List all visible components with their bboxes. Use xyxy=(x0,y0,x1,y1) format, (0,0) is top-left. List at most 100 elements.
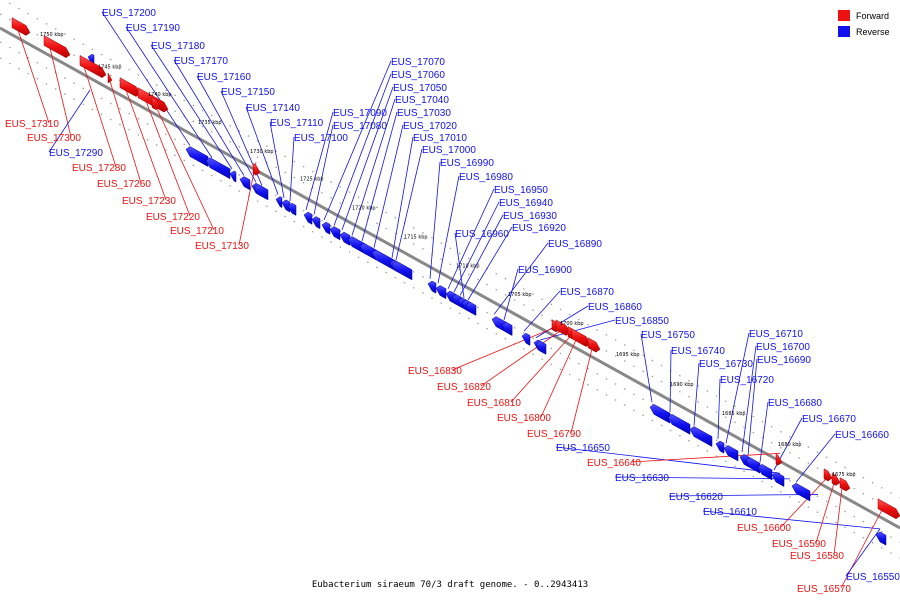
gene-arrow[interactable] xyxy=(689,426,713,447)
gene-label[interactable]: EUS_17290 xyxy=(49,148,103,159)
gene-arrow[interactable] xyxy=(875,531,887,546)
gene-arrow[interactable] xyxy=(771,471,785,487)
gene-arrow[interactable] xyxy=(535,340,547,355)
gene-label[interactable]: EUS_16590 xyxy=(772,539,826,550)
gene-arrow[interactable] xyxy=(11,17,31,36)
gene-label[interactable]: EUS_17180 xyxy=(151,41,205,52)
gene-arrow[interactable] xyxy=(791,482,811,502)
gene-arrow[interactable] xyxy=(823,468,833,482)
gene-label[interactable]: EUS_16720 xyxy=(720,375,774,386)
gene-label[interactable]: EUS_16610 xyxy=(703,507,757,518)
gene-label[interactable]: EUS_17260 xyxy=(97,179,151,190)
gene-label[interactable]: EUS_16890 xyxy=(548,239,602,250)
gene-label[interactable]: EUS_17080 xyxy=(333,121,387,132)
gene-arrow[interactable] xyxy=(435,285,447,300)
gene-label[interactable]: EUS_16930 xyxy=(503,211,557,222)
gene-label[interactable]: EUS_17130 xyxy=(195,241,249,252)
gene-arrow[interactable] xyxy=(723,445,739,462)
gene-label[interactable]: EUS_17050 xyxy=(393,83,447,94)
gene-label[interactable]: EUS_16980 xyxy=(459,172,513,183)
gene-label[interactable]: EUS_16730 xyxy=(699,359,753,370)
gene-label[interactable]: EUS_17230 xyxy=(122,196,176,207)
gene-label[interactable]: EUS_16660 xyxy=(835,430,889,441)
gene-label[interactable]: EUS_16650 xyxy=(556,443,610,454)
gene-arrow[interactable] xyxy=(151,97,161,110)
gene-label[interactable]: EUS_16600 xyxy=(737,523,791,534)
gene-label[interactable]: EUS_17220 xyxy=(146,212,200,223)
gene-label[interactable]: EUS_16580 xyxy=(790,551,844,562)
gene-label[interactable]: EUS_17200 xyxy=(102,8,156,19)
gene-arrow[interactable] xyxy=(311,216,321,230)
gene-label[interactable]: EUS_17000 xyxy=(422,145,476,156)
gene-label[interactable]: EUS_16820 xyxy=(437,382,491,393)
gene-arrow[interactable] xyxy=(521,332,531,346)
gene-label[interactable]: EUS_17010 xyxy=(413,133,467,144)
gene-arrow[interactable] xyxy=(79,55,107,78)
gene-label[interactable]: EUS_17160 xyxy=(197,72,251,83)
gene-arrow[interactable] xyxy=(501,321,513,336)
gene-label[interactable]: EUS_17100 xyxy=(294,133,348,144)
gene-label[interactable]: EUS_16870 xyxy=(560,287,614,298)
gene-label[interactable]: EUS_17190 xyxy=(126,23,180,34)
gene-label[interactable]: EUS_16630 xyxy=(615,473,669,484)
gene-arrow[interactable] xyxy=(321,221,331,235)
gene-label[interactable]: EUS_16860 xyxy=(588,302,642,313)
gene-label[interactable]: EUS_16850 xyxy=(615,316,669,327)
gene-label[interactable]: EUS_17280 xyxy=(72,163,126,174)
gene-label[interactable]: EUS_16990 xyxy=(440,158,494,169)
gene-arrow[interactable] xyxy=(831,472,841,486)
gene-arrow[interactable] xyxy=(119,77,141,97)
gene-label[interactable]: EUS_16620 xyxy=(669,492,723,503)
gene-label[interactable]: EUS_16750 xyxy=(641,330,695,341)
gene-label[interactable]: EUS_16960 xyxy=(455,229,509,240)
gene-label[interactable]: EUS_17150 xyxy=(221,87,275,98)
gene-label[interactable]: EUS_16640 xyxy=(587,458,641,469)
gene-arrow[interactable] xyxy=(185,146,209,167)
gene-arrow[interactable] xyxy=(715,440,725,454)
gene-arrow[interactable] xyxy=(43,35,71,58)
gene-arrow[interactable] xyxy=(275,196,283,209)
gene-arrow[interactable] xyxy=(303,211,313,225)
gene-arrow[interactable] xyxy=(465,301,477,316)
gene-label[interactable]: EUS_17030 xyxy=(397,108,451,119)
gene-arrow[interactable] xyxy=(371,249,397,272)
gene-label[interactable]: EUS_16670 xyxy=(802,414,856,425)
gene-arrow[interactable] xyxy=(229,170,237,183)
gene-arrow[interactable] xyxy=(252,163,261,176)
gene-label[interactable]: EUS_17020 xyxy=(403,121,457,132)
gene-label[interactable]: EUS_16700 xyxy=(756,342,810,353)
gene-label[interactable]: EUS_17060 xyxy=(391,70,445,81)
gene-label[interactable]: EUS_17110 xyxy=(270,118,324,129)
gene-label[interactable]: EUS_16710 xyxy=(749,329,803,340)
gene-label[interactable]: EUS_16680 xyxy=(768,398,822,409)
gene-label[interactable]: EUS_17170 xyxy=(174,56,228,67)
gene-arrow[interactable] xyxy=(775,453,783,466)
gene-arrow[interactable] xyxy=(667,414,691,435)
gene-label[interactable]: EUS_17310 xyxy=(5,119,59,130)
gene-arrow[interactable] xyxy=(839,477,851,492)
gene-label[interactable]: EUS_16570 xyxy=(797,584,851,595)
gene-label[interactable]: EUS_17140 xyxy=(246,103,300,114)
gene-arrow[interactable] xyxy=(329,226,341,241)
gene-arrow[interactable] xyxy=(427,280,437,294)
gene-label[interactable]: EUS_17300 xyxy=(27,133,81,144)
gene-label[interactable]: EUS_16830 xyxy=(408,366,462,377)
gene-label[interactable]: EUS_17090 xyxy=(333,108,387,119)
gene-label[interactable]: EUS_16810 xyxy=(467,398,521,409)
gene-label[interactable]: EUS_17040 xyxy=(395,95,449,106)
gene-label[interactable]: EUS_17210 xyxy=(170,226,224,237)
gene-arrow[interactable] xyxy=(253,184,269,201)
gene-label[interactable]: EUS_16790 xyxy=(527,429,581,440)
gene-label[interactable]: EUS_16920 xyxy=(512,223,566,234)
gene-label[interactable]: EUS_16740 xyxy=(671,346,725,357)
gene-label[interactable]: EUS_16950 xyxy=(494,185,548,196)
gene-arrow[interactable] xyxy=(877,498,900,520)
gene-arrow[interactable] xyxy=(587,337,601,353)
gene-arrow[interactable] xyxy=(571,328,591,347)
gene-label[interactable]: EUS_16690 xyxy=(757,355,811,366)
gene-arrow[interactable] xyxy=(239,176,251,191)
gene-label[interactable]: EUS_17070 xyxy=(391,57,445,68)
gene-label[interactable]: EUS_16900 xyxy=(518,265,572,276)
gene-arrow[interactable] xyxy=(391,260,413,281)
gene-label[interactable]: EUS_16550 xyxy=(846,572,900,583)
